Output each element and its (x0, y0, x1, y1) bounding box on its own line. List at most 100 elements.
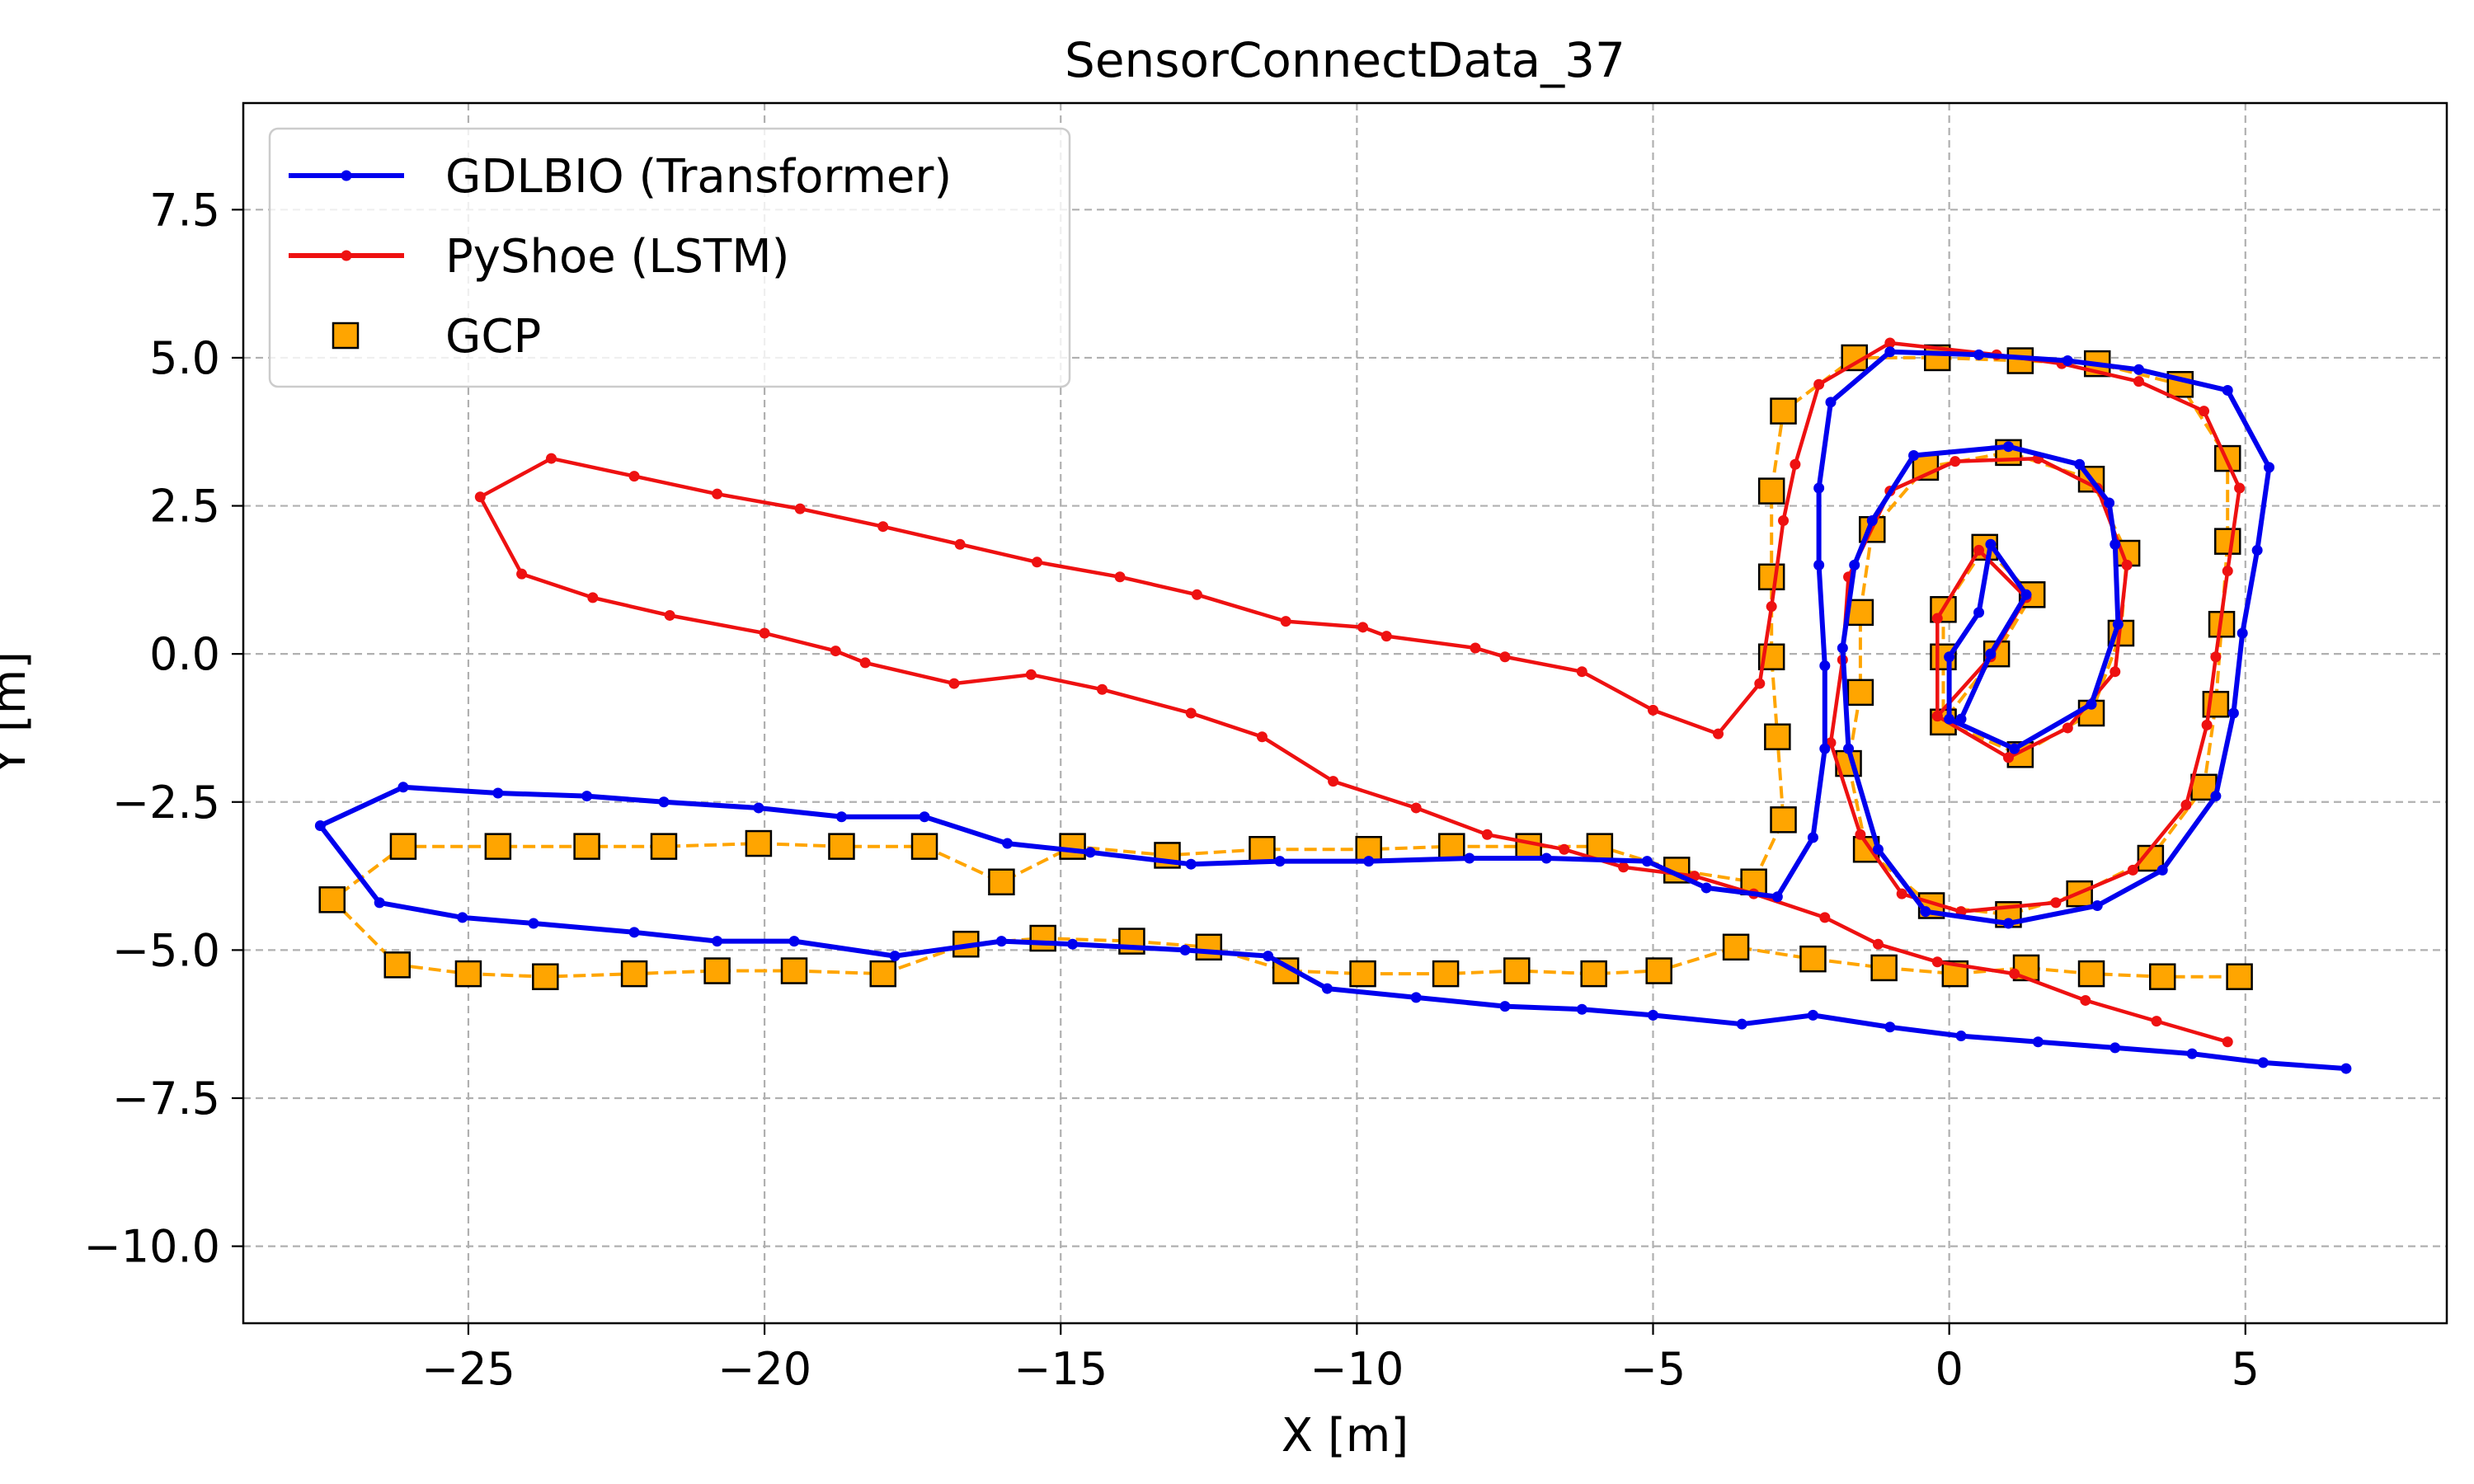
data-point (516, 568, 528, 580)
data-point (2222, 1036, 2233, 1048)
data-point-square (1586, 833, 1614, 860)
chart-title: SensorConnectData_37 (1065, 32, 1625, 88)
legend-frame (268, 127, 1071, 388)
data-point (1002, 838, 1014, 849)
data-point (628, 471, 640, 482)
data-point (2002, 752, 2014, 763)
data-point (2086, 698, 2097, 710)
data-point (1849, 559, 1860, 571)
data-point (1931, 613, 1943, 624)
data-point (2222, 384, 2233, 396)
legend-label: GCP (445, 310, 541, 364)
data-point (948, 678, 960, 689)
data-point (794, 503, 806, 514)
data-point-square (828, 833, 855, 860)
data-point (1931, 956, 1943, 968)
data-point (995, 936, 1007, 947)
data-point (1464, 852, 1475, 864)
data-point (397, 782, 409, 793)
data-point-square (1029, 924, 1056, 952)
data-point (1648, 1009, 1659, 1021)
data-point (2222, 566, 2233, 577)
data-point (835, 811, 847, 823)
data-point-square (1799, 945, 1827, 973)
data-point (1973, 607, 1985, 618)
data-point (2091, 899, 2103, 911)
data-point (1920, 906, 1931, 918)
data-point (2109, 538, 2121, 550)
ticks: −25 −20 −15 −10 −5 0 5 −10.0 −7.5 −5.0 −2.5 0.0 2.5 5… (84, 184, 2260, 1395)
y-tick-label: −5.0 (112, 924, 220, 976)
data-point (1950, 456, 1961, 467)
x-tick-label: 5 (2232, 1343, 2260, 1395)
data-point (830, 646, 841, 657)
data-point (658, 796, 670, 808)
data-point (1641, 856, 1653, 867)
data-point (788, 936, 800, 947)
data-point (2251, 544, 2263, 556)
x-axis-label: X [m] (1282, 1409, 1409, 1463)
data-point (1256, 731, 1268, 743)
data-point (2340, 1063, 2352, 1074)
data-point (1280, 616, 1291, 627)
data-point (2264, 462, 2275, 473)
data-point (2062, 722, 2073, 734)
data-point-square (650, 833, 678, 860)
data-point (1807, 832, 1818, 843)
data-point (1648, 704, 1659, 716)
data-point (889, 951, 901, 962)
series-layer (314, 337, 2352, 1074)
data-point (1025, 669, 1037, 680)
data-point (1778, 515, 1790, 527)
data-point (1985, 538, 1997, 550)
legend-label: GDLBIO (Transformer) (445, 150, 952, 204)
data-point (1713, 728, 1724, 740)
data-point (1884, 1021, 1896, 1033)
data-point (587, 592, 599, 603)
data-point (753, 802, 764, 814)
data-point (1410, 992, 1422, 1003)
data-point (1263, 951, 1274, 962)
data-point-square (1841, 344, 1868, 372)
data-point-square (1846, 679, 1874, 707)
data-point-square (703, 957, 731, 984)
data-point (1185, 858, 1197, 870)
data-point (759, 627, 770, 639)
data-point-square (532, 963, 559, 990)
data-point (528, 918, 539, 929)
data-point-square (988, 868, 1015, 896)
series-0 (314, 346, 2352, 1074)
y-tick-label: 7.5 (149, 184, 220, 236)
data-point (2133, 376, 2144, 387)
data-point (1114, 571, 1126, 583)
data-point (1736, 1018, 1747, 1030)
data-point (1766, 601, 1777, 613)
y-axis-label: Y [m] (0, 651, 36, 776)
data-point-square (745, 829, 773, 857)
data-point-square (1846, 599, 1874, 627)
data-point-square (1580, 960, 1607, 988)
data-point-square (1770, 397, 1797, 425)
data-point (1576, 666, 1587, 678)
y-tick-label: 2.5 (149, 481, 220, 533)
data-point-square (910, 833, 938, 860)
data-point (1843, 743, 1855, 754)
data-point (2104, 497, 2115, 509)
data-point (1825, 397, 1837, 408)
data-point-square (2012, 954, 2040, 982)
x-tick-label: −10 (1310, 1343, 1404, 1395)
data-point (628, 927, 640, 938)
legend-marker (341, 170, 352, 181)
data-point (1067, 938, 1079, 950)
data-point (1955, 1031, 1967, 1042)
data-point (1274, 856, 1286, 867)
data-point-square (383, 951, 412, 979)
data-point-square (1503, 957, 1531, 984)
data-point-square (1059, 833, 1086, 860)
data-point (2002, 441, 2014, 453)
data-point (1321, 983, 1333, 994)
y-tick-label: 0.0 (149, 628, 220, 680)
data-point-square (869, 960, 896, 988)
data-point (2002, 918, 2014, 929)
data-point-square (780, 957, 808, 984)
